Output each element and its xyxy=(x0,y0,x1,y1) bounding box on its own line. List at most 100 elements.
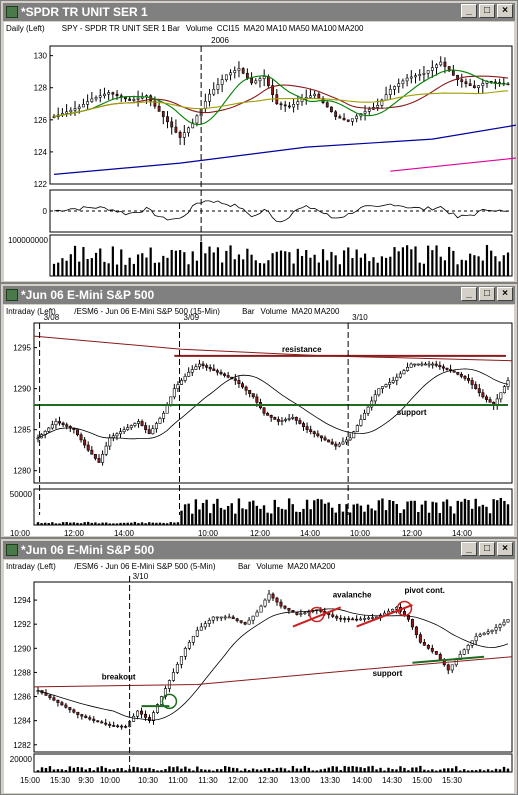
down-bar xyxy=(223,373,227,376)
moving-average-line xyxy=(37,608,509,721)
pivot-circle xyxy=(396,600,413,617)
date-label: 3/09 xyxy=(184,313,200,322)
up-bar xyxy=(299,613,303,615)
down-bar xyxy=(157,105,161,112)
down-bar xyxy=(266,76,270,86)
volume-bar xyxy=(313,254,316,276)
up-bar xyxy=(401,80,405,85)
volume-bar xyxy=(169,522,172,525)
chart-window-icon xyxy=(6,6,18,18)
volume-bar xyxy=(157,262,161,276)
down-bar xyxy=(201,363,205,366)
up-bar xyxy=(169,396,173,406)
maximize-button[interactable]: □ xyxy=(479,287,495,301)
up-bar xyxy=(462,649,466,655)
up-bar xyxy=(104,445,108,455)
volume-bar xyxy=(192,770,195,772)
volume-bar xyxy=(506,252,510,276)
volume-bar xyxy=(331,766,334,772)
up-bar xyxy=(251,615,255,621)
up-bar xyxy=(122,429,126,433)
up-bar xyxy=(474,635,478,642)
volume-bar xyxy=(298,512,302,525)
down-bar xyxy=(235,618,239,621)
volume-bar xyxy=(126,522,129,525)
header-item: Bar xyxy=(167,24,180,33)
minimize-button[interactable]: _ xyxy=(461,4,477,18)
volume-bar xyxy=(104,767,107,772)
volume-bar xyxy=(69,254,72,276)
volume-bar xyxy=(455,766,458,772)
up-bar xyxy=(351,118,354,122)
es-5min-chart[interactable]: Intraday (Left) /ESM6 - Jun 06 E-Mini S&P… xyxy=(4,560,516,793)
header-item: MA10 xyxy=(266,24,287,33)
volume-bar xyxy=(229,245,232,276)
down-bar xyxy=(460,79,464,83)
volume-bar xyxy=(481,504,485,525)
volume-bar xyxy=(459,770,462,772)
volume-bar xyxy=(469,253,472,276)
up-bar xyxy=(179,656,183,665)
down-bar xyxy=(58,421,62,424)
up-bar xyxy=(50,424,54,429)
spy-daily-chart[interactable]: Daily (Left) SPY - SPDR TR UNIT SER 1 Bar V… xyxy=(4,22,516,281)
close-button[interactable]: × xyxy=(497,4,513,18)
down-bar xyxy=(88,717,92,720)
volume-bar xyxy=(347,766,350,772)
volume-bar xyxy=(162,255,165,276)
up-bar xyxy=(180,380,184,385)
y-tick-label: 1290 xyxy=(13,644,31,653)
volume-bar xyxy=(258,263,262,276)
down-bar xyxy=(144,713,148,718)
volume-bar xyxy=(456,264,459,276)
down-bar xyxy=(140,421,144,426)
volume-bar xyxy=(330,507,334,525)
volume-bar xyxy=(255,769,259,772)
up-bar xyxy=(405,77,409,82)
volume-bar xyxy=(351,258,354,276)
volume-bar xyxy=(94,522,97,525)
close-button[interactable]: × xyxy=(497,287,513,301)
x-tick-label: 12:00 xyxy=(250,529,271,536)
volume-bar xyxy=(372,257,375,276)
x-tick-label: 13 xyxy=(234,280,243,281)
up-bar xyxy=(414,75,417,78)
volume-bar xyxy=(460,501,463,525)
volume-bar xyxy=(288,252,291,276)
up-bar xyxy=(477,85,480,89)
es-15min-chart[interactable]: Intraday (Left) /ESM6 - Jun 06 E-Mini S&P… xyxy=(4,305,516,536)
volume-bar xyxy=(168,766,171,772)
chart-area[interactable]: Daily (Left) SPY - SPDR TR UNIT SER 1 Bar V… xyxy=(4,22,516,281)
up-bar xyxy=(247,619,251,625)
minimize-button[interactable]: _ xyxy=(461,542,477,556)
minimize-button[interactable]: _ xyxy=(461,287,477,301)
x-tick-label: 29 xyxy=(164,280,173,281)
volume-bar xyxy=(488,513,492,525)
down-bar xyxy=(148,717,152,721)
header-item: MA50 xyxy=(289,24,310,33)
maximize-button[interactable]: □ xyxy=(479,542,495,556)
volume-bar xyxy=(223,509,226,525)
chart-area[interactable]: Intraday (Left) /ESM6 - Jun 06 E-Mini S&P… xyxy=(4,560,514,793)
chart-area[interactable]: Intraday (Left) /ESM6 - Jun 06 E-Mini S&P… xyxy=(4,305,514,536)
down-bar xyxy=(79,434,83,441)
volume-bar xyxy=(305,250,308,276)
volume-bar xyxy=(424,500,427,525)
volume-bar xyxy=(338,264,341,276)
volume-bar xyxy=(103,261,106,276)
title-bar: *Jun 06 E-Mini S&P 500 _ □ × xyxy=(3,286,515,304)
close-button[interactable]: × xyxy=(497,542,513,556)
maximize-button[interactable]: □ xyxy=(479,4,495,18)
volume-bar xyxy=(65,522,68,525)
up-bar xyxy=(215,616,219,619)
volume-bar xyxy=(494,768,498,772)
header-item: MA200 xyxy=(338,24,364,33)
volume-bar xyxy=(176,766,179,772)
volume-bar xyxy=(144,523,147,525)
volume-bar xyxy=(44,767,48,772)
volume-bar xyxy=(391,500,395,525)
volume-bar xyxy=(216,498,219,525)
down-bar xyxy=(178,131,182,138)
volume-bar xyxy=(435,502,438,525)
up-bar xyxy=(133,423,137,426)
